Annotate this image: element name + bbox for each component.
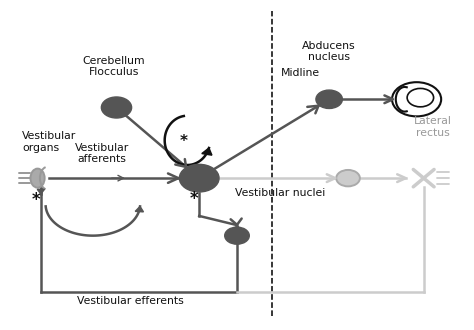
Text: Vestibular efferents: Vestibular efferents bbox=[77, 296, 184, 306]
Text: Midline: Midline bbox=[281, 68, 320, 78]
Circle shape bbox=[225, 227, 249, 244]
Text: Vestibular nuclei: Vestibular nuclei bbox=[235, 188, 325, 198]
Polygon shape bbox=[37, 189, 45, 194]
Text: *: * bbox=[32, 191, 40, 210]
Text: Vestibular
organs: Vestibular organs bbox=[22, 131, 76, 153]
Polygon shape bbox=[135, 206, 144, 212]
Text: Lateral
rectus: Lateral rectus bbox=[414, 116, 452, 138]
Circle shape bbox=[179, 164, 219, 192]
Text: Abducens
nucleus: Abducens nucleus bbox=[302, 41, 356, 62]
Circle shape bbox=[316, 90, 342, 109]
Text: Vestibular
afferents: Vestibular afferents bbox=[75, 143, 129, 164]
Circle shape bbox=[336, 170, 360, 186]
Text: *: * bbox=[189, 189, 198, 208]
Circle shape bbox=[101, 97, 132, 118]
Text: Cerebellum
Flocculus: Cerebellum Flocculus bbox=[83, 56, 146, 77]
Polygon shape bbox=[202, 148, 212, 155]
Text: *: * bbox=[180, 135, 188, 149]
Circle shape bbox=[392, 82, 441, 116]
Ellipse shape bbox=[30, 169, 45, 188]
